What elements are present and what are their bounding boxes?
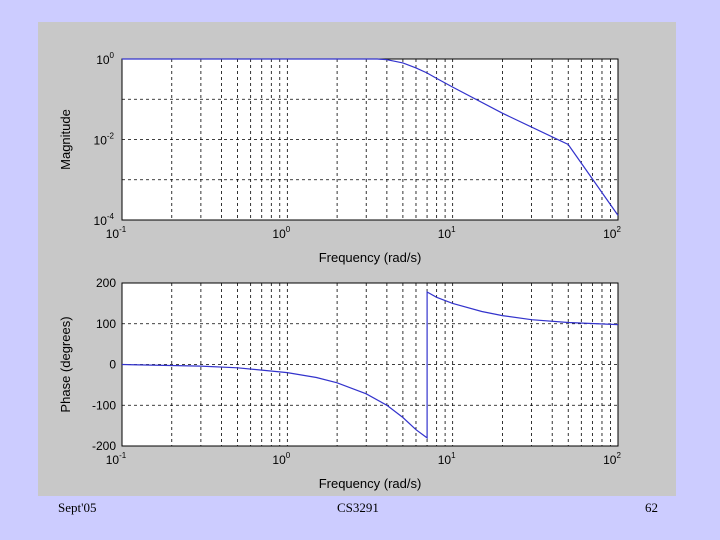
magnitude-y-tick-label: 10-4 <box>94 212 115 228</box>
phase-x-tick-label: 102 <box>603 451 621 467</box>
phase-x-tick-label: 101 <box>438 451 456 467</box>
magnitude-x-tick-label: 101 <box>438 225 456 241</box>
phase-y-tick-label: -200 <box>92 439 116 453</box>
magnitude-series-line <box>122 58 619 216</box>
phase-y-axis-label: Phase (degrees) <box>58 316 73 412</box>
magnitude-x-tick-label: 102 <box>603 225 621 241</box>
bode-plot: 10-1 100 101 102 100 10-2 10-4 Frequency (rad/s… <box>58 51 621 491</box>
footer-date: Sept'05 <box>58 500 97 515</box>
magnitude-x-axis-label: Frequency (rad/s) <box>319 250 422 265</box>
phase-series-line <box>121 290 619 440</box>
footer-course: CS3291 <box>337 500 379 515</box>
magnitude-y-tick-label: 100 <box>96 51 114 67</box>
phase-y-tick-label: 0 <box>109 358 116 372</box>
phase-y-tick-label: -100 <box>92 398 116 412</box>
footer-page-number: 62 <box>645 500 658 515</box>
phase-x-axis-label: Frequency (rad/s) <box>319 476 422 491</box>
magnitude-y-tick-label: 10-2 <box>94 132 115 148</box>
magnitude-x-tick-label: 100 <box>272 225 290 241</box>
magnitude-x-tick-label: 10-1 <box>106 225 127 241</box>
phase-y-tick-label: 100 <box>96 317 116 331</box>
magnitude-y-axis-label: Magnitude <box>58 109 73 170</box>
phase-y-tick-label: 200 <box>96 276 116 290</box>
phase-x-tick-label: 10-1 <box>106 451 127 467</box>
bode-figure: 10-1 100 101 102 100 10-2 10-4 Frequency (rad/s… <box>38 22 676 496</box>
phase-x-tick-label: 100 <box>272 451 290 467</box>
